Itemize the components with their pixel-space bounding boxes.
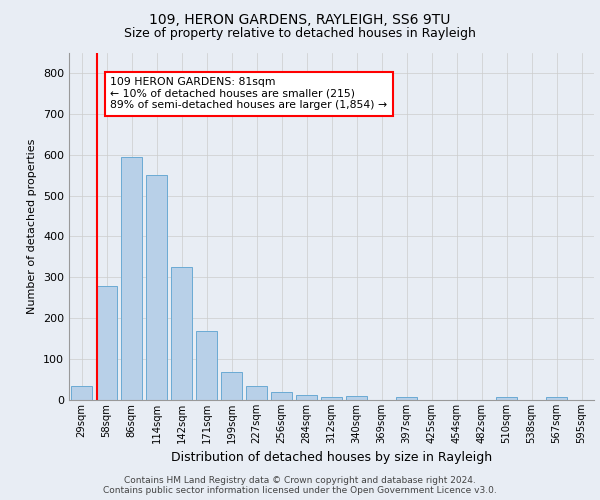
Bar — [221, 372, 242, 400]
Text: Contains HM Land Registry data © Crown copyright and database right 2024.
Contai: Contains HM Land Registry data © Crown c… — [103, 476, 497, 495]
Bar — [346, 396, 367, 400]
Bar — [171, 267, 192, 400]
Bar — [146, 175, 167, 400]
Bar — [396, 396, 417, 400]
Bar — [546, 396, 567, 400]
Bar — [121, 157, 142, 400]
Y-axis label: Number of detached properties: Number of detached properties — [28, 138, 37, 314]
X-axis label: Distribution of detached houses by size in Rayleigh: Distribution of detached houses by size … — [171, 452, 492, 464]
Bar — [71, 386, 92, 400]
Bar — [271, 392, 292, 400]
Text: Size of property relative to detached houses in Rayleigh: Size of property relative to detached ho… — [124, 28, 476, 40]
Bar — [296, 395, 317, 400]
Bar — [246, 386, 267, 400]
Bar — [96, 286, 117, 400]
Bar — [496, 396, 517, 400]
Text: 109 HERON GARDENS: 81sqm
← 10% of detached houses are smaller (215)
89% of semi-: 109 HERON GARDENS: 81sqm ← 10% of detach… — [110, 77, 388, 110]
Bar — [321, 396, 342, 400]
Bar — [196, 330, 217, 400]
Text: 109, HERON GARDENS, RAYLEIGH, SS6 9TU: 109, HERON GARDENS, RAYLEIGH, SS6 9TU — [149, 12, 451, 26]
